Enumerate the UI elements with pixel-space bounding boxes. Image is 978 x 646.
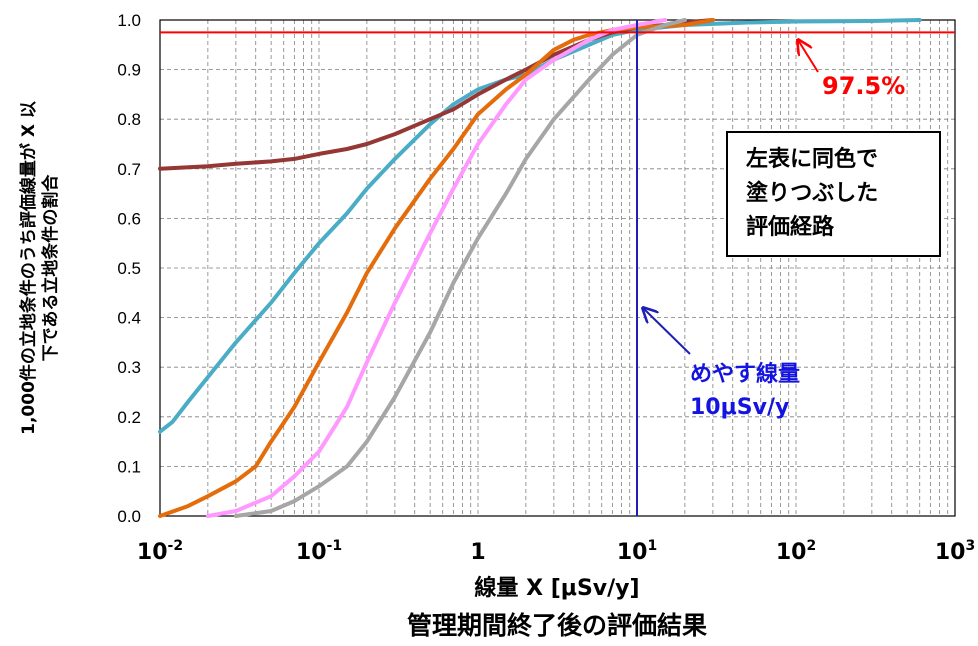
series-line-4: [205, 18, 667, 518]
x-tick-label: 101: [617, 538, 657, 565]
x-tick-labels: 10-2 10-1 1 101 102 103: [137, 538, 975, 565]
x-tick-label: 10-2: [137, 538, 183, 565]
series-line-5: [233, 18, 687, 518]
y-tick-label: 0.1: [117, 457, 141, 476]
reference-lines: [160, 20, 955, 516]
y-axis-label-line-2: 下である立地条件の割合: [40, 174, 61, 362]
x-tick-label: 1: [470, 540, 485, 565]
y-tick-labels: 0.0 0.1 0.2 0.3 0.4 0.5 0.6 0.7 0.8 0.9 1.0: [117, 11, 141, 526]
guideline-label-line-2: 10μSv/y: [690, 395, 789, 420]
percent-arrow: [798, 40, 819, 73]
guideline-arrow: [643, 308, 691, 355]
note-line-2: 塗りつぶした: [746, 180, 878, 206]
y-tick-label: 0.9: [117, 61, 141, 80]
y-tick-label: 0.0: [117, 507, 141, 526]
y-tick-label: 0.4: [117, 309, 141, 328]
plot-area-frame: [159, 19, 956, 517]
x-axis-label: 線量 X [μSv/y]: [474, 575, 639, 601]
percent-label: 97.5%: [822, 72, 905, 100]
y-tick-label: 0.6: [117, 209, 141, 228]
y-tick-label: 0.5: [117, 259, 141, 278]
note-box: 左表に同色で 塗りつぶした 評価経路: [726, 131, 941, 257]
y-tick-label: 0.7: [117, 160, 141, 179]
y-tick-label: 0.8: [117, 110, 141, 129]
y-axis-label: 1,000件の立地条件のうち評価線量が X 以 下である立地条件の割合: [18, 101, 61, 435]
guideline-label-line-1: めやす線量: [690, 361, 800, 387]
y-tick-label: 0.2: [117, 408, 141, 427]
y-axis-label-line-1: 1,000件の立地条件のうち評価線量が X 以: [18, 101, 39, 435]
x-tick-label: 10-1: [296, 538, 342, 565]
note-line-3: 評価経路: [746, 214, 835, 240]
y-tick-label: 1.0: [117, 11, 141, 30]
note-line-1: 左表に同色で: [746, 146, 878, 172]
y-tick-label: 0.3: [117, 358, 141, 377]
chart-subtitle: 管理期間終了後の評価結果: [407, 611, 707, 640]
x-tick-label: 103: [935, 538, 975, 565]
x-tick-label: 102: [776, 538, 816, 565]
